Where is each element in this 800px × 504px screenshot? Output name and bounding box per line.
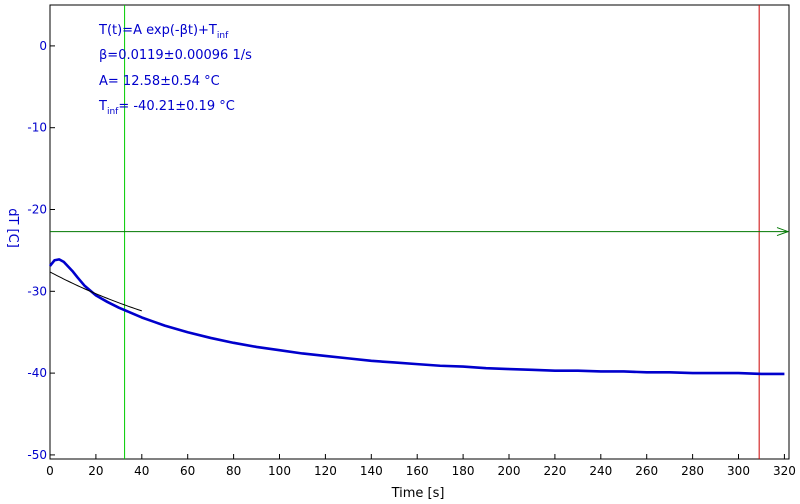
x-tick-label: 240 — [589, 464, 612, 478]
x-tick-label: 280 — [681, 464, 704, 478]
y-tick-label: -40 — [27, 366, 47, 380]
x-tick-label: 120 — [314, 464, 337, 478]
x-tick-label: 160 — [406, 464, 429, 478]
x-tick-label: 100 — [268, 464, 291, 478]
y-tick-label: -30 — [27, 284, 47, 298]
x-tick-label: 60 — [180, 464, 195, 478]
measured-series-line — [48, 258, 785, 376]
fit-annotation: T(t)=A exp(-βt)+Tinf β=0.0119±0.00096 1/… — [98, 23, 252, 117]
ticks: 0 20 40 60 80 100 120 140 160 180 200 220 240 260 280 3… — [27, 39, 795, 478]
x-tick-label: 20 — [88, 464, 103, 478]
annotation-beta: β=0.0119±0.00096 1/s — [99, 48, 252, 63]
x-tick-label: 200 — [498, 464, 521, 478]
y-tick-label: -10 — [27, 121, 47, 135]
x-tick-label: 80 — [226, 464, 241, 478]
x-tick-label: 40 — [134, 464, 149, 478]
y-axis-label: dT [C] — [5, 208, 20, 248]
x-tick-label: 320 — [773, 464, 796, 478]
y-tick-label: 0 — [39, 39, 47, 53]
x-tick-label: 180 — [452, 464, 475, 478]
arrow-icon — [776, 227, 790, 237]
y-tick-label: -50 — [27, 448, 47, 462]
x-axis-label: Time [s] — [391, 486, 445, 501]
x-tick-label: 140 — [360, 464, 383, 478]
x-tick-label: 300 — [727, 464, 750, 478]
annotation-amplitude: A= 12.58±0.54 °C — [99, 74, 220, 89]
x-tick-label: 220 — [543, 464, 566, 478]
fit-series-line — [49, 271, 142, 312]
cursors — [50, 5, 790, 459]
series-layer — [48, 258, 785, 376]
annotation-tinf: Tinf= -40.21±0.19 °C — [98, 99, 235, 117]
x-tick-label: 260 — [635, 464, 658, 478]
annotation-formula: T(t)=A exp(-βt)+Tinf — [98, 23, 229, 41]
x-tick-label: 0 — [46, 464, 54, 478]
y-tick-label: -20 — [27, 203, 47, 217]
